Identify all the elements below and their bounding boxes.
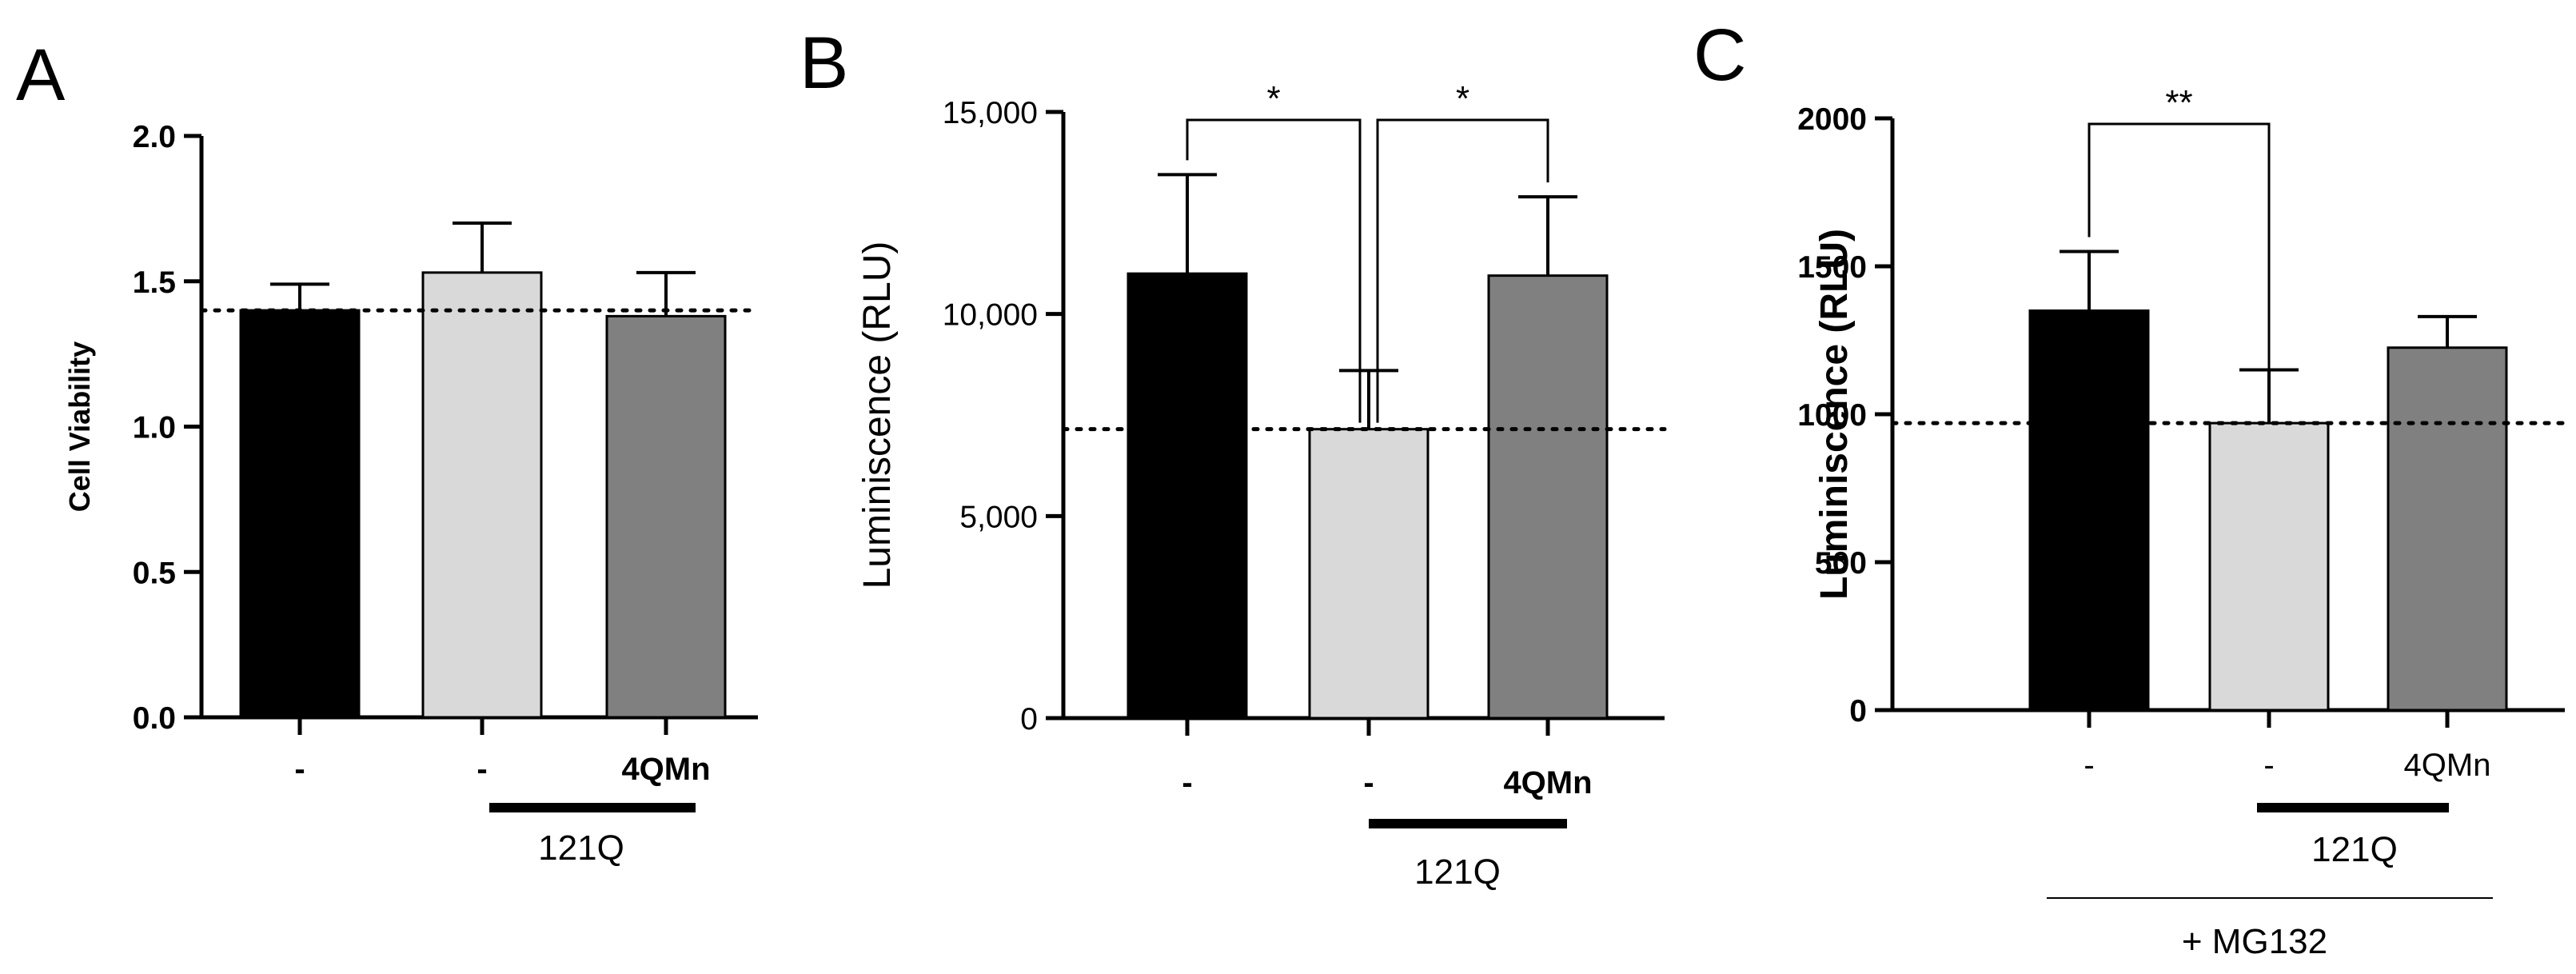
panel-b-category-label: - bbox=[1363, 765, 1374, 800]
panel-c-bar bbox=[2387, 346, 2508, 712]
panel-a-y-tick-label: 1.5 bbox=[133, 265, 176, 300]
panel-a-y-axis-label: Cell Viability bbox=[63, 341, 96, 512]
panel-label-a: A bbox=[16, 34, 66, 116]
panel-b-y-tick-label: 15,000 bbox=[943, 96, 1038, 130]
panel-b-bar bbox=[1127, 272, 1248, 720]
panel-a-group-label: 121Q bbox=[538, 828, 624, 868]
panel-c-bar bbox=[2028, 309, 2150, 712]
panel-label-c: C bbox=[1693, 14, 1746, 96]
panel-c-y-tick-label: 0 bbox=[1849, 694, 1867, 729]
panel-a-y-tick-label: 0.0 bbox=[133, 701, 176, 736]
panel-b-significance-bracket bbox=[1186, 118, 1362, 423]
panel-a-y-tick-label: 2.0 bbox=[133, 120, 176, 154]
panel-b-bar bbox=[1308, 428, 1430, 720]
panel-c-significance-label: ** bbox=[2165, 83, 2192, 122]
panel-b-significance-label: * bbox=[1456, 79, 1469, 118]
panel-b-category-label: 4QMn bbox=[1503, 765, 1592, 800]
panel-c-outer-group-label: + MG132 bbox=[2182, 922, 2327, 961]
panel-a-bar bbox=[421, 271, 543, 719]
panel-b-bar bbox=[1487, 274, 1609, 720]
panel-c-significance-bracket bbox=[2088, 122, 2271, 417]
panel-c-bar bbox=[2208, 421, 2330, 712]
panel-c-category-label: - bbox=[2263, 748, 2274, 783]
panel-c-category-label: - bbox=[2084, 748, 2094, 783]
panel-a-category-label: - bbox=[477, 752, 487, 787]
panel-c-category-label: 4QMn bbox=[2404, 748, 2491, 783]
panel-a-category-label: - bbox=[294, 752, 305, 787]
panel-b-group-label: 121Q bbox=[1414, 852, 1501, 892]
panel-c-y-tick-label: 2000 bbox=[1797, 102, 1867, 137]
panel-a-y-tick-label: 1.0 bbox=[133, 411, 176, 445]
panel-c-y-axis-label: Luminiscence (RLU) bbox=[1813, 229, 1856, 600]
panel-a-y-tick-label: 0.5 bbox=[133, 556, 176, 590]
panel-a-category-label: 4QMn bbox=[621, 752, 710, 787]
panel-c-y-tick-label: 1000 bbox=[1797, 398, 1867, 433]
panel-c-y-tick-label: 500 bbox=[1815, 546, 1867, 581]
panel-b-significance-bracket bbox=[1376, 118, 1549, 423]
panel-c-y-tick-label: 1500 bbox=[1797, 250, 1867, 285]
panel-b-y-tick-label: 10,000 bbox=[943, 298, 1038, 333]
panel-c-group-label: 121Q bbox=[2311, 830, 2398, 869]
panel-b-y-tick-label: 0 bbox=[1020, 702, 1038, 736]
panel-a-bar bbox=[605, 314, 727, 719]
panel-b-y-tick-label: 5,000 bbox=[959, 500, 1038, 534]
panel-b-y-axis-label: Luminiscence (RLU) bbox=[856, 242, 899, 589]
panel-b-category-label: - bbox=[1182, 765, 1192, 800]
panel-label-b: B bbox=[800, 22, 848, 104]
panel-a-bar bbox=[239, 309, 361, 719]
panel-b-significance-label: * bbox=[1266, 79, 1280, 118]
